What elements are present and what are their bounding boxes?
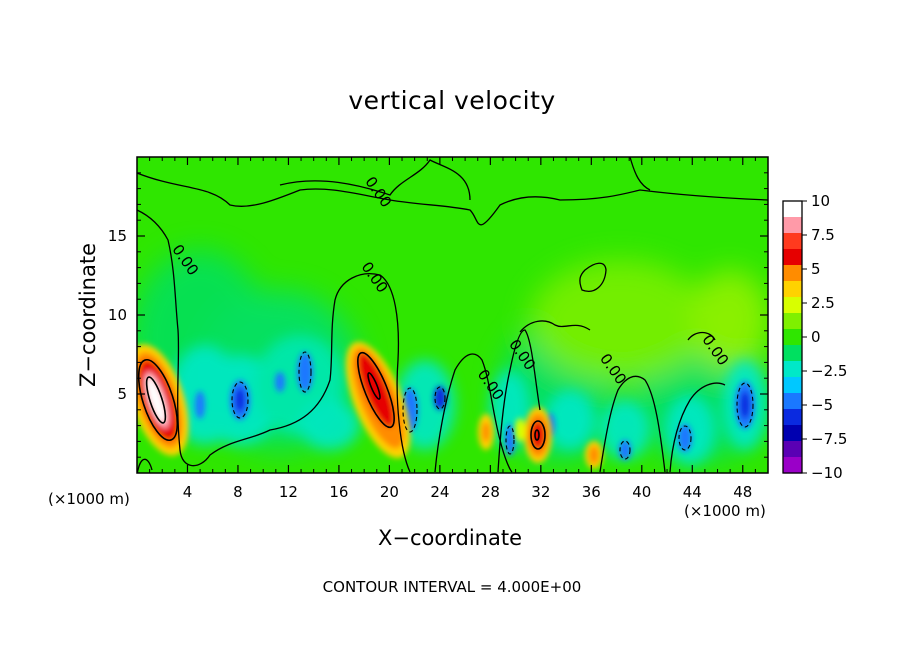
x-tick-label: 8 (233, 483, 243, 501)
x-tick-label: 48 (733, 483, 752, 501)
x-tick-label: 36 (582, 483, 601, 501)
x-axis-label: X−coordinate (378, 526, 522, 550)
x-unit-label-right: (×1000 m) (684, 502, 766, 520)
colorbar-tick-label: 2.5 (811, 294, 835, 312)
colorbar-swatch (783, 409, 802, 426)
colorbar-tick-label: 10 (811, 192, 830, 210)
colorbar-swatch (783, 249, 802, 266)
x-tick-label: 28 (481, 483, 500, 501)
x-tick-label: 44 (683, 483, 702, 501)
colorbar-tick-label: −2.5 (811, 362, 847, 380)
x-unit-label-left: (×1000 m) (48, 490, 130, 508)
colorbar-swatch (783, 457, 802, 474)
colorbar: 10 7.5 5 2.5 0 −2.5 −5 −7.5 −10 (782, 192, 847, 482)
colorbar-swatch (783, 201, 802, 218)
colorbar-swatch (783, 441, 802, 458)
colorbar-swatch (783, 217, 802, 234)
colorbar-tick-label: 5 (811, 260, 821, 278)
y-tick-label: 15 (108, 227, 127, 245)
chart-title: vertical velocity (348, 86, 556, 115)
y-tick-label: 5 (117, 385, 127, 403)
y-axis-label: Z−coordinate (76, 243, 100, 387)
colorbar-tick-label: −10 (811, 464, 843, 482)
x-tick-label: 24 (430, 483, 449, 501)
colorbar-swatch (783, 313, 802, 330)
x-tick-label: 16 (329, 483, 348, 501)
x-tick-label: 40 (632, 483, 651, 501)
colorbar-swatch (783, 297, 802, 314)
colorbar-swatch (783, 361, 802, 378)
colorbar-swatch (783, 281, 802, 298)
colorbar-tick-label: −5 (811, 396, 833, 414)
contour-interval-note: CONTOUR INTERVAL = 4.000E+00 (322, 578, 582, 596)
x-tick-label: 4 (183, 483, 193, 501)
colorbar-swatch (783, 345, 802, 362)
colorbar-tick-label: 0 (811, 328, 821, 346)
colorbar-swatch (783, 265, 802, 282)
x-tick-label: 20 (380, 483, 399, 501)
x-tick-label: 12 (279, 483, 298, 501)
colorbar-tick-label: 7.5 (811, 226, 835, 244)
colorbar-swatch (783, 377, 802, 394)
colorbar-swatch (783, 393, 802, 410)
colorbar-swatch (783, 233, 802, 250)
y-tick-label: 10 (108, 306, 127, 324)
colorbar-swatch (783, 329, 802, 346)
colorbar-tick-label: −7.5 (811, 430, 847, 448)
colorbar-swatch (783, 425, 802, 442)
heatmap-field: 0.000.000.000.000.00 0.000.00 (137, 157, 768, 473)
x-tick-label: 32 (531, 483, 550, 501)
